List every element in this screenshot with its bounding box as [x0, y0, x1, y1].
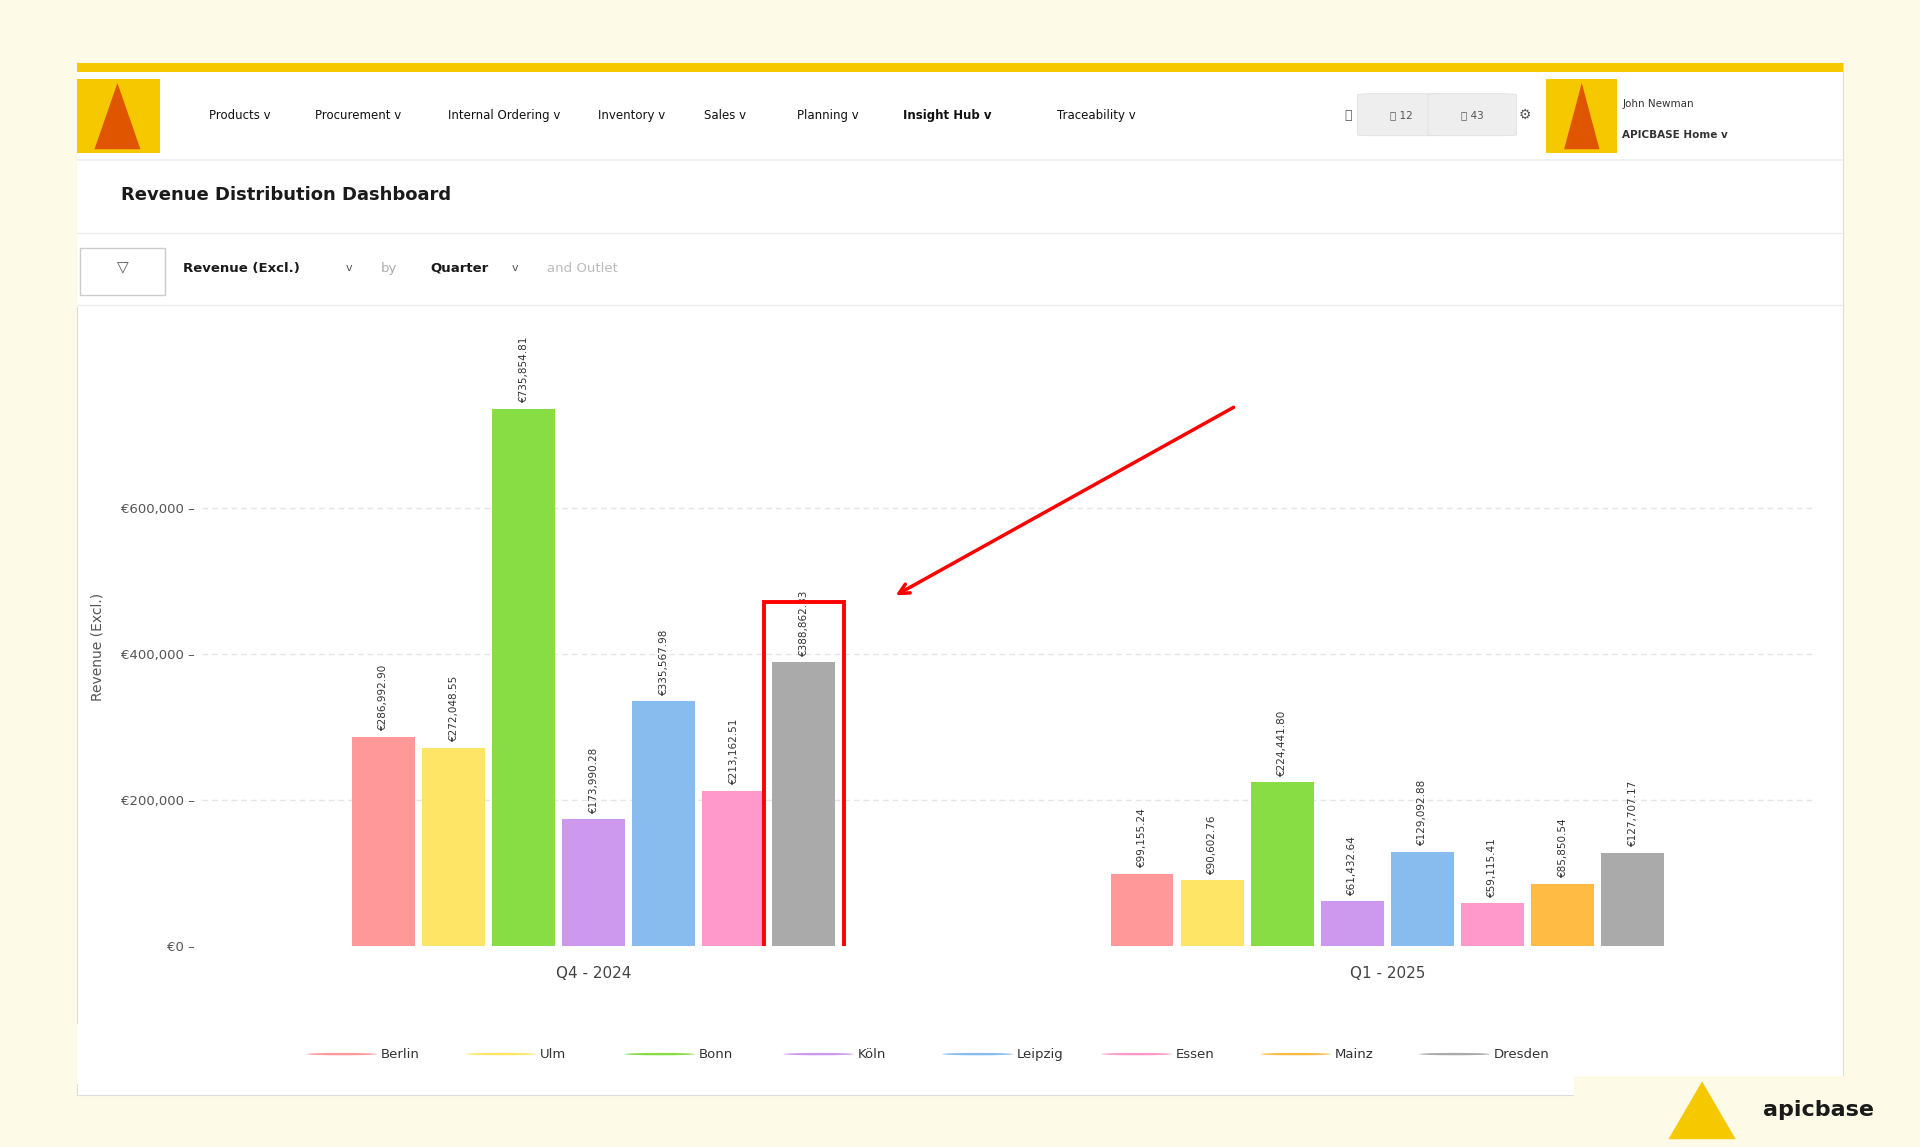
Bar	[1601, 853, 1665, 946]
Bar	[563, 819, 624, 946]
Text: John Newman: John Newman	[1622, 99, 1693, 109]
Circle shape	[1102, 1053, 1171, 1055]
Text: Bonn: Bonn	[699, 1047, 733, 1061]
Text: 🔔 12: 🔔 12	[1390, 110, 1413, 120]
FancyBboxPatch shape	[1546, 79, 1617, 154]
Text: apicbase: apicbase	[1763, 1100, 1874, 1121]
Text: €61,432.64: €61,432.64	[1348, 835, 1357, 895]
Text: Sales v: Sales v	[705, 109, 747, 122]
Text: Inventory v: Inventory v	[597, 109, 664, 122]
Text: Dresden: Dresden	[1494, 1047, 1549, 1061]
Bar	[632, 701, 695, 946]
Bar	[1252, 782, 1313, 946]
FancyBboxPatch shape	[1357, 94, 1446, 135]
Text: €59,115.41: €59,115.41	[1488, 837, 1498, 897]
Bar	[1530, 883, 1594, 946]
Polygon shape	[94, 83, 140, 149]
FancyBboxPatch shape	[81, 248, 165, 295]
Polygon shape	[1565, 83, 1599, 149]
Text: Traceability v: Traceability v	[1058, 109, 1137, 122]
Text: Essen: Essen	[1175, 1047, 1213, 1061]
Text: €335,567.98: €335,567.98	[659, 629, 668, 695]
Text: €272,048.55: €272,048.55	[449, 674, 459, 741]
Bar	[1181, 880, 1244, 946]
Circle shape	[783, 1053, 854, 1055]
Bar	[1392, 852, 1453, 946]
Text: Products v: Products v	[209, 109, 271, 122]
Circle shape	[624, 1053, 695, 1055]
Bar	[764, 602, 845, 950]
Text: €85,850.54: €85,850.54	[1557, 818, 1567, 877]
Text: and Outlet: and Outlet	[547, 262, 618, 275]
Text: by: by	[380, 262, 397, 275]
Text: €735,854.81: €735,854.81	[518, 336, 528, 403]
Y-axis label: Revenue (Excl.): Revenue (Excl.)	[90, 593, 104, 701]
Text: €213,162.51: €213,162.51	[730, 718, 739, 785]
Text: APICBASE Home v: APICBASE Home v	[1622, 130, 1728, 140]
Bar	[772, 662, 835, 946]
Text: €388,862.33: €388,862.33	[799, 590, 808, 656]
Text: 🔔 43: 🔔 43	[1461, 110, 1484, 120]
Bar	[1112, 874, 1173, 946]
Text: Mainz: Mainz	[1334, 1047, 1373, 1061]
FancyBboxPatch shape	[1428, 94, 1517, 135]
Polygon shape	[1668, 1082, 1736, 1139]
Text: Leipzig: Leipzig	[1016, 1047, 1064, 1061]
Circle shape	[1260, 1053, 1331, 1055]
Text: €99,155.24: €99,155.24	[1137, 807, 1146, 867]
Text: 🔍: 🔍	[1344, 109, 1352, 122]
Text: €224,441.80: €224,441.80	[1277, 710, 1286, 775]
Circle shape	[943, 1053, 1014, 1055]
Bar	[351, 736, 415, 946]
Bar	[422, 748, 486, 946]
Text: Planning v: Planning v	[797, 109, 860, 122]
Bar	[1461, 903, 1524, 946]
Text: Insight Hub v: Insight Hub v	[904, 109, 993, 122]
Text: Berlin: Berlin	[380, 1047, 419, 1061]
FancyBboxPatch shape	[75, 79, 159, 154]
Text: Procurement v: Procurement v	[315, 109, 401, 122]
Text: €286,992.90: €286,992.90	[378, 664, 388, 731]
Text: Ulm: Ulm	[540, 1047, 566, 1061]
Text: ▽: ▽	[117, 260, 129, 275]
Text: v: v	[346, 264, 351, 273]
Text: v: v	[511, 264, 518, 273]
Text: Internal Ordering v: Internal Ordering v	[447, 109, 561, 122]
Circle shape	[1419, 1053, 1490, 1055]
Bar	[1321, 902, 1384, 946]
Text: €90,602.76: €90,602.76	[1208, 814, 1217, 874]
Text: €173,990.28: €173,990.28	[589, 747, 599, 813]
Bar	[703, 790, 764, 946]
Circle shape	[465, 1053, 536, 1055]
Text: Revenue Distribution Dashboard: Revenue Distribution Dashboard	[121, 186, 451, 204]
Text: €127,707.17: €127,707.17	[1628, 780, 1638, 846]
Text: Quarter: Quarter	[430, 262, 488, 275]
Bar	[492, 409, 555, 946]
Text: ⚙: ⚙	[1519, 108, 1532, 123]
Text: €129,092.88: €129,092.88	[1417, 779, 1427, 845]
Circle shape	[307, 1053, 376, 1055]
Text: Revenue (Excl.): Revenue (Excl.)	[182, 262, 300, 275]
Text: Köln: Köln	[858, 1047, 885, 1061]
